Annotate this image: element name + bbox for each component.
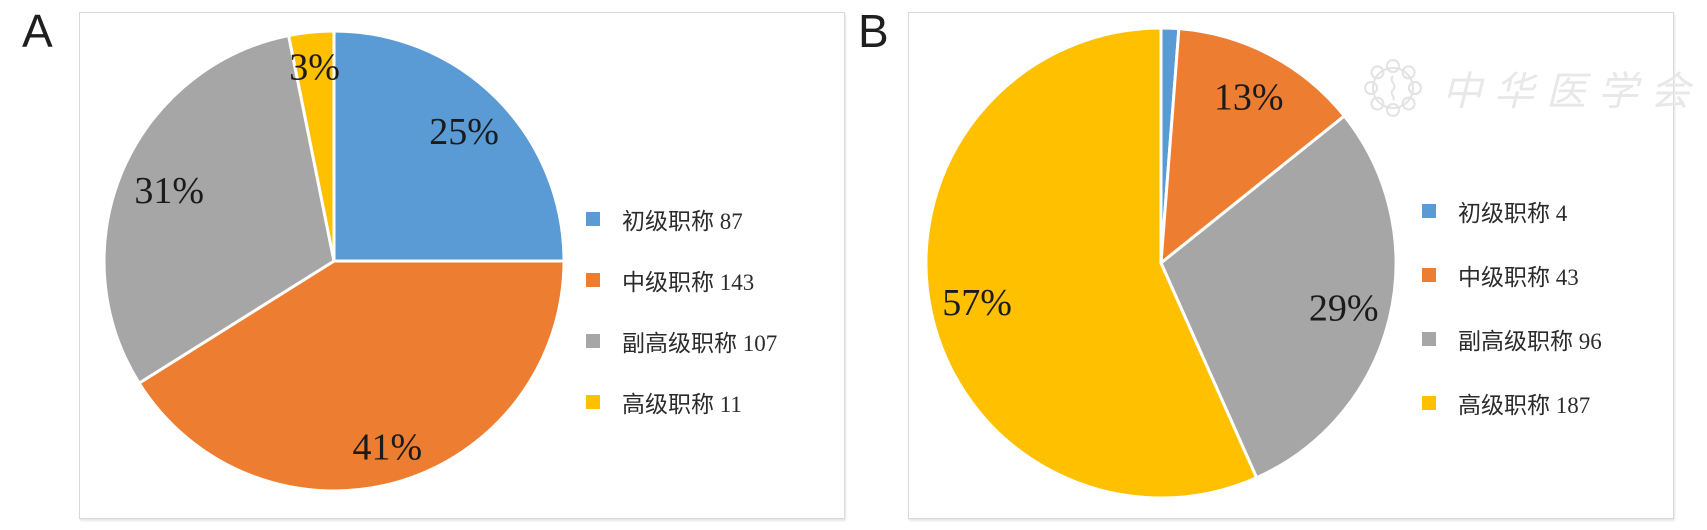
legend-b: 初级职称 4 中级职称 43 副高级职称 96 高级职称 187 [1422, 199, 1602, 418]
pie-slice-中级职称 [137, 259, 566, 493]
panel-label-b: B [858, 5, 889, 57]
legend-item-副高级职称: 副高级职称 96 [1422, 327, 1602, 354]
chart-panel-b: 中华医学会 13% 29% 57% 初级职称 4 中级职称 43 副高级职称 96 高级职… [908, 12, 1690, 519]
pct-label-高级职称: 3% [289, 46, 340, 88]
pct-label-副高级职称: 29% [1309, 287, 1379, 329]
legend-item-中级职称: 中级职称 43 [1422, 263, 1602, 290]
legend-label: 副高级职称 107 [622, 331, 778, 356]
pie-slice-副高级职称 [102, 34, 336, 385]
pct-label-中级职称: 41% [353, 427, 423, 469]
pie-slice-初级职称 [332, 29, 566, 263]
legend-label: 副高级职称 96 [1458, 329, 1602, 354]
legend-swatch-icon [586, 395, 600, 409]
legend-swatch-icon [1422, 332, 1436, 346]
legend-label: 初级职称 4 [1458, 201, 1568, 226]
legend-swatch-icon [1422, 268, 1436, 282]
pie-slice-副高级职称 [1159, 114, 1398, 480]
chart-panel-a: 25% 41% 31% 3% 初级职称 87 中级职称 143 副高级职称 107 高级职称… [79, 12, 845, 519]
legend-label: 高级职称 187 [1458, 393, 1591, 418]
pie-chart-b: 13% 29% 57% [924, 26, 1398, 500]
legend-item-副高级职称: 副高级职称 107 [586, 329, 777, 356]
pie-slice-高级职称 [287, 29, 336, 263]
legend-label: 初级职称 87 [622, 209, 743, 234]
pie-chart-a: 25% 41% 31% 3% [102, 29, 566, 493]
pct-label-初级职称: 25% [429, 111, 499, 153]
panel-label-a: A [22, 5, 53, 57]
legend-label: 中级职称 143 [622, 270, 755, 295]
legend-swatch-icon [1422, 396, 1436, 410]
legend-label: 中级职称 43 [1458, 265, 1579, 290]
pct-label-中级职称: 13% [1214, 77, 1284, 119]
legend-label: 高级职称 11 [622, 392, 742, 417]
pie-slice-高级职称 [924, 26, 1259, 500]
legend-swatch-icon [1422, 204, 1436, 218]
legend-item-高级职称: 高级职称 11 [586, 390, 777, 417]
legend-item-初级职称: 初级职称 4 [1422, 199, 1602, 226]
pct-label-高级职称: 57% [942, 282, 1012, 324]
pie-slice-中级职称 [1159, 27, 1346, 265]
legend-swatch-icon [586, 212, 600, 226]
pct-label-副高级职称: 31% [134, 170, 204, 212]
legend-swatch-icon [586, 273, 600, 287]
legend-item-初级职称: 初级职称 87 [586, 207, 777, 234]
legend-item-中级职称: 中级职称 143 [586, 268, 777, 295]
legend-a: 初级职称 87 中级职称 143 副高级职称 107 高级职称 11 [586, 207, 777, 417]
legend-swatch-icon [586, 334, 600, 348]
legend-item-高级职称: 高级职称 187 [1422, 391, 1602, 418]
